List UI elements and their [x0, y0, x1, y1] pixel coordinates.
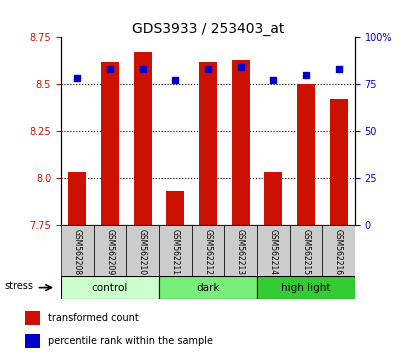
Bar — [330, 99, 348, 225]
Bar — [166, 191, 184, 225]
Bar — [264, 172, 282, 225]
Bar — [134, 52, 152, 225]
Text: stress: stress — [5, 281, 34, 291]
Text: GSM562210: GSM562210 — [138, 229, 147, 275]
Bar — [94, 225, 126, 276]
Text: dark: dark — [196, 282, 220, 293]
Bar — [192, 225, 224, 276]
Text: transformed count: transformed count — [48, 313, 139, 323]
Bar — [257, 225, 289, 276]
Bar — [61, 276, 159, 299]
Point — [139, 66, 146, 72]
Text: GSM562212: GSM562212 — [203, 229, 213, 275]
Text: GSM562214: GSM562214 — [269, 229, 278, 275]
Bar — [257, 276, 355, 299]
Bar — [126, 225, 159, 276]
Bar — [101, 62, 119, 225]
Text: GSM562211: GSM562211 — [171, 229, 180, 275]
Bar — [61, 225, 94, 276]
Point — [107, 66, 113, 72]
Text: percentile rank within the sample: percentile rank within the sample — [48, 336, 213, 346]
Text: control: control — [92, 282, 128, 293]
Bar — [68, 172, 86, 225]
Bar — [224, 225, 257, 276]
Text: GSM562208: GSM562208 — [73, 229, 82, 275]
Point — [302, 72, 309, 78]
Bar — [231, 60, 249, 225]
Bar — [289, 225, 322, 276]
Title: GDS3933 / 253403_at: GDS3933 / 253403_at — [132, 22, 284, 36]
Text: high light: high light — [281, 282, 331, 293]
Text: GSM562215: GSM562215 — [302, 229, 310, 275]
Point — [205, 66, 211, 72]
Bar — [159, 225, 192, 276]
Point — [74, 76, 81, 81]
Text: GSM562213: GSM562213 — [236, 229, 245, 275]
Point — [172, 78, 178, 83]
Bar — [322, 225, 355, 276]
Point — [335, 66, 342, 72]
Bar — [199, 62, 217, 225]
Text: GSM562209: GSM562209 — [105, 229, 114, 275]
Bar — [297, 84, 315, 225]
Bar — [159, 276, 257, 299]
Point — [237, 64, 244, 70]
Point — [270, 78, 277, 83]
Bar — [24, 312, 40, 325]
Bar — [24, 334, 40, 348]
Text: GSM562216: GSM562216 — [334, 229, 343, 275]
